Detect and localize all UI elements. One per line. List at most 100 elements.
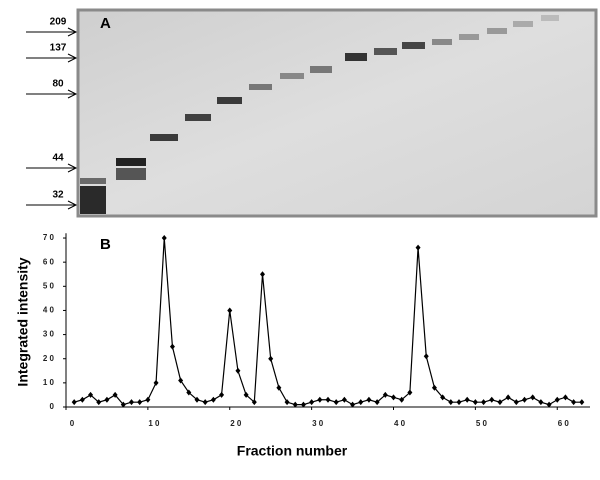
data-point bbox=[522, 396, 527, 403]
data-point bbox=[407, 389, 413, 396]
marker-arrowhead bbox=[67, 200, 78, 210]
marker-label: 209 bbox=[50, 17, 67, 28]
x-tick-label: 0 bbox=[70, 419, 75, 428]
marker-arrowhead bbox=[67, 163, 78, 173]
gel-band bbox=[487, 28, 507, 34]
data-point bbox=[145, 396, 151, 403]
x-axis-label: Fraction number bbox=[237, 443, 348, 459]
y-tick-label: 6 0 bbox=[43, 257, 55, 266]
data-point bbox=[112, 391, 118, 398]
data-point bbox=[79, 396, 85, 403]
gel-band bbox=[217, 97, 242, 104]
data-point bbox=[71, 399, 77, 406]
y-tick-label: 4 0 bbox=[43, 306, 55, 315]
data-point bbox=[350, 401, 356, 408]
data-point bbox=[96, 399, 102, 406]
marker-label: 137 bbox=[50, 43, 67, 54]
y-tick-label: 7 0 bbox=[43, 233, 55, 242]
gel-band bbox=[150, 134, 178, 141]
data-point bbox=[497, 399, 503, 406]
marker-arrowhead bbox=[67, 89, 78, 99]
data-point bbox=[276, 384, 282, 391]
data-point bbox=[366, 396, 372, 403]
data-point bbox=[399, 396, 405, 403]
data-point bbox=[120, 401, 126, 408]
data-point bbox=[260, 271, 265, 278]
data-point bbox=[137, 399, 143, 406]
marker-label: 32 bbox=[52, 190, 64, 201]
data-point bbox=[325, 396, 331, 403]
data-point bbox=[571, 399, 577, 406]
data-point bbox=[554, 396, 560, 403]
size-markers: 209 137 80 44 32 bbox=[26, 17, 78, 210]
data-point bbox=[243, 391, 249, 398]
marker-arrowhead bbox=[67, 27, 78, 37]
data-point bbox=[219, 391, 225, 398]
data-point bbox=[358, 399, 364, 406]
y-tick-label: 0 bbox=[50, 402, 55, 411]
x-tick-label: 2 0 bbox=[230, 419, 242, 428]
data-point bbox=[562, 394, 568, 401]
gel-band bbox=[116, 158, 146, 166]
gel-band bbox=[185, 114, 211, 121]
x-tick-label: 4 0 bbox=[394, 419, 406, 428]
marker-label: 80 bbox=[52, 79, 64, 90]
gel-band bbox=[80, 186, 106, 214]
data-point bbox=[317, 396, 323, 403]
gel-band bbox=[310, 66, 332, 73]
gel-band bbox=[116, 168, 146, 180]
data-point bbox=[292, 401, 298, 408]
gel-band bbox=[402, 42, 425, 49]
data-point bbox=[309, 399, 315, 406]
data-point bbox=[268, 355, 274, 362]
data-point bbox=[284, 399, 290, 406]
data-point bbox=[481, 399, 487, 406]
data-point bbox=[513, 399, 519, 406]
data-point bbox=[415, 244, 421, 251]
y-tick-label: 5 0 bbox=[43, 281, 55, 290]
data-point bbox=[178, 377, 184, 384]
data-point bbox=[423, 353, 429, 360]
chart: B Fraction number Integrated intensity 0… bbox=[15, 233, 590, 459]
gel-band bbox=[80, 178, 106, 184]
data-point bbox=[464, 396, 470, 403]
data-point bbox=[194, 396, 200, 403]
data-point bbox=[300, 401, 306, 408]
y-axis-label: Integrated intensity bbox=[15, 257, 31, 386]
gel-band bbox=[249, 84, 272, 90]
data-point bbox=[210, 396, 216, 403]
data-point bbox=[538, 399, 544, 406]
data-point bbox=[169, 343, 175, 350]
data-point bbox=[153, 379, 159, 386]
data-line bbox=[74, 237, 582, 406]
gel-band bbox=[432, 39, 452, 45]
data-point bbox=[448, 399, 454, 406]
data-point bbox=[431, 384, 437, 391]
data-point bbox=[391, 394, 396, 401]
data-point bbox=[88, 391, 94, 398]
gel-band bbox=[374, 48, 397, 55]
data-point bbox=[227, 307, 233, 314]
gel-band bbox=[345, 53, 367, 61]
data-point bbox=[129, 399, 134, 406]
gel-band bbox=[459, 34, 479, 40]
gel-image bbox=[76, 8, 598, 218]
data-point bbox=[161, 235, 167, 242]
x-tick-label: 3 0 bbox=[312, 419, 324, 428]
x-tick-label: 1 0 bbox=[148, 419, 160, 428]
data-point bbox=[104, 396, 110, 403]
gel-band bbox=[513, 21, 533, 27]
panel-label: A bbox=[100, 15, 111, 32]
data-point bbox=[546, 401, 552, 408]
y-tick-label: 2 0 bbox=[43, 354, 55, 363]
marker-arrowhead bbox=[67, 53, 78, 63]
data-point bbox=[530, 394, 536, 401]
data-point bbox=[186, 389, 192, 396]
gel-band bbox=[541, 15, 559, 21]
data-point bbox=[382, 391, 388, 398]
gel-panel: A bbox=[76, 8, 598, 218]
data-point bbox=[489, 396, 495, 403]
y-tick-label: 3 0 bbox=[43, 330, 55, 339]
data-point bbox=[505, 394, 511, 401]
